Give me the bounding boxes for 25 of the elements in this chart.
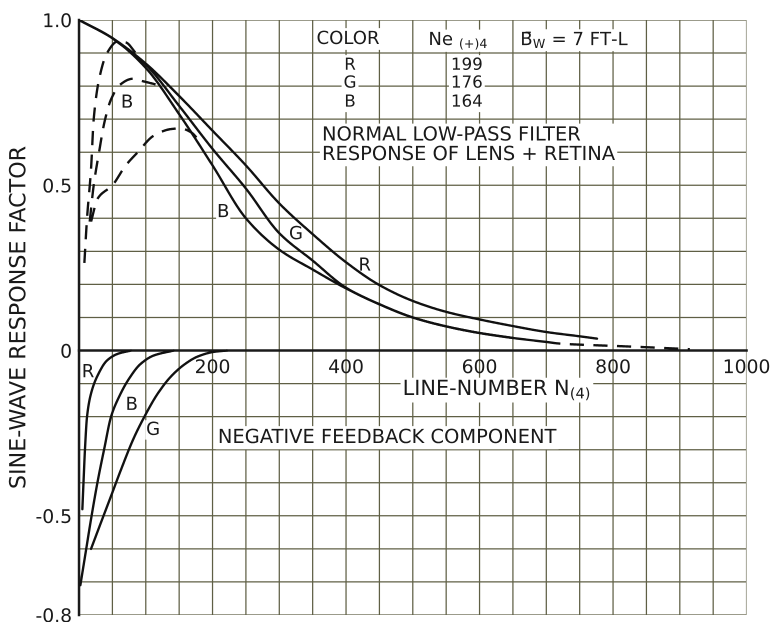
series-label: R bbox=[360, 258, 370, 271]
series-label: G bbox=[290, 226, 302, 240]
annotation: R bbox=[346, 58, 356, 70]
y-tick-label: 0 bbox=[61, 344, 71, 358]
annotation: B̄$_{W}$ = 7 FT-L bbox=[522, 32, 628, 48]
annotation: COLOR bbox=[318, 30, 380, 44]
series-label: R bbox=[84, 364, 94, 378]
x-axis-title: LINE-NUMBER N$_{(4)}$ bbox=[404, 380, 590, 400]
annotation: Ne $_{(+)4}$ bbox=[430, 32, 487, 50]
y-tick-label: -0.8 bbox=[36, 608, 71, 622]
series-label: B bbox=[122, 94, 132, 108]
annotation: G bbox=[344, 75, 356, 88]
y-tick-label: -0.5 bbox=[36, 509, 70, 524]
y-tick-label: 0.5 bbox=[44, 178, 70, 193]
y-tick-label: 1.0 bbox=[44, 13, 71, 28]
series-label: G bbox=[147, 422, 159, 436]
series-label: B bbox=[127, 396, 137, 410]
annotation: NORMAL LOW-PASS FILTER RESPONSE OF LENS + RETINA bbox=[324, 126, 615, 160]
annotation: NEGATIVE FEEDBACK COMPONENT bbox=[220, 428, 556, 444]
series-label: B bbox=[218, 204, 228, 218]
annotation: 164 bbox=[452, 94, 482, 107]
annotation: 176 bbox=[452, 75, 482, 88]
annotation: 199 bbox=[452, 57, 482, 70]
y-axis-title: SINE-WAVE RESPONSE FACTOR bbox=[8, 146, 26, 488]
annotation: B bbox=[346, 94, 355, 107]
